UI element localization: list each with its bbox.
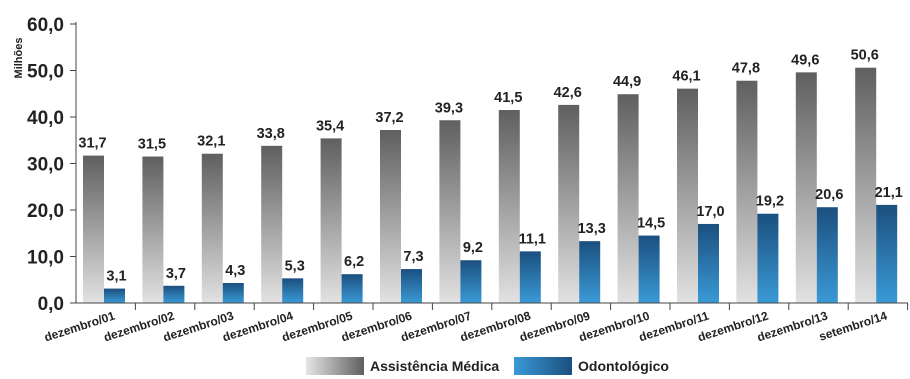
y-tick-label: 50,0 xyxy=(27,62,64,83)
value-label-assistencia-medica: 42,6 xyxy=(554,85,582,101)
bar-assistencia-medica xyxy=(677,88,698,303)
value-label-odontologico: 3,7 xyxy=(166,266,186,282)
bar-assistencia-medica xyxy=(439,120,461,303)
value-label-odontologico: 5,3 xyxy=(285,258,305,274)
bar-assistencia-medica xyxy=(201,153,223,303)
value-label-assistencia-medica: 31,7 xyxy=(78,136,106,152)
value-label-assistencia-medica: 49,6 xyxy=(791,52,819,68)
y-tick-label: 0,0 xyxy=(38,294,64,315)
y-tick-label: 30,0 xyxy=(27,155,64,176)
value-label-assistencia-medica: 46,1 xyxy=(672,69,700,85)
bar-odontologico xyxy=(519,251,541,303)
value-label-assistencia-medica: 39,3 xyxy=(435,100,463,116)
bar-assistencia-medica xyxy=(558,104,580,303)
bar-odontologico xyxy=(698,223,719,303)
value-label-odontologico: 20,6 xyxy=(815,187,843,203)
value-label-odontologico: 3,1 xyxy=(106,269,126,285)
legend: Assistência Médica Odontológico xyxy=(306,357,669,375)
value-label-odontologico: 9,2 xyxy=(463,240,483,256)
value-label-assistencia-medica: 33,8 xyxy=(257,126,285,142)
legend-swatch-assistencia-medica xyxy=(306,357,364,375)
bar-odontologico xyxy=(163,285,185,303)
y-tick-label: 20,0 xyxy=(27,201,64,222)
bar-assistencia-medica xyxy=(380,130,401,303)
y-tick-label: 10,0 xyxy=(27,248,64,269)
value-label-assistencia-medica: 50,6 xyxy=(851,48,879,64)
legend-label-odontologico: Odontológico xyxy=(578,358,669,374)
bar-odontologico xyxy=(222,283,244,303)
value-label-odontologico: 7,3 xyxy=(403,249,423,265)
bar-odontologico xyxy=(876,204,898,303)
legend-label-assistencia-medica: Assistência Médica xyxy=(370,358,499,374)
value-label-assistencia-medica: 47,8 xyxy=(732,61,760,77)
bar-assistencia-medica xyxy=(498,110,520,304)
value-label-odontologico: 19,2 xyxy=(756,194,784,210)
value-label-odontologico: 21,1 xyxy=(875,185,903,201)
y-tick-label: 60,0 xyxy=(27,15,64,36)
value-label-assistencia-medica: 31,5 xyxy=(138,137,166,153)
bar-odontologico xyxy=(282,278,304,303)
value-label-assistencia-medica: 44,9 xyxy=(613,74,641,90)
bar-assistencia-medica xyxy=(83,155,104,303)
bar-odontologico xyxy=(401,269,422,303)
value-label-assistencia-medica: 37,2 xyxy=(375,110,403,126)
value-label-assistencia-medica: 35,4 xyxy=(316,118,344,134)
value-label-odontologico: 17,0 xyxy=(696,204,724,220)
value-label-odontologico: 14,5 xyxy=(637,216,665,232)
bar-odontologico xyxy=(816,207,838,303)
bar-assistencia-medica xyxy=(736,80,758,303)
bar-odontologico xyxy=(460,260,482,303)
bar-assistencia-medica xyxy=(617,94,639,303)
bar-assistencia-medica xyxy=(855,67,877,304)
x-tick-label: setembro/14 xyxy=(817,308,889,343)
legend-swatch-odontologico xyxy=(514,357,572,375)
value-label-odontologico: 4,3 xyxy=(225,263,245,279)
value-label-assistencia-medica: 41,5 xyxy=(494,90,522,106)
value-label-odontologico: 13,3 xyxy=(578,221,606,237)
bar-odontologico xyxy=(757,213,779,303)
bar-odontologico xyxy=(579,241,601,303)
bar-odontologico xyxy=(341,274,363,303)
y-tick-label: 40,0 xyxy=(27,108,64,129)
bar-assistencia-medica xyxy=(795,72,817,303)
value-label-odontologico: 6,2 xyxy=(344,254,364,270)
bar-assistencia-medica xyxy=(261,145,283,303)
bar-assistencia-medica xyxy=(320,138,342,303)
y-axis-label: Milhões xyxy=(13,38,25,79)
bar-odontologico xyxy=(104,288,125,303)
value-label-odontologico: 11,1 xyxy=(519,231,546,247)
bar-odontologico xyxy=(638,235,660,303)
value-label-assistencia-medica: 32,1 xyxy=(197,134,225,150)
bar-assistencia-medica xyxy=(142,156,164,303)
